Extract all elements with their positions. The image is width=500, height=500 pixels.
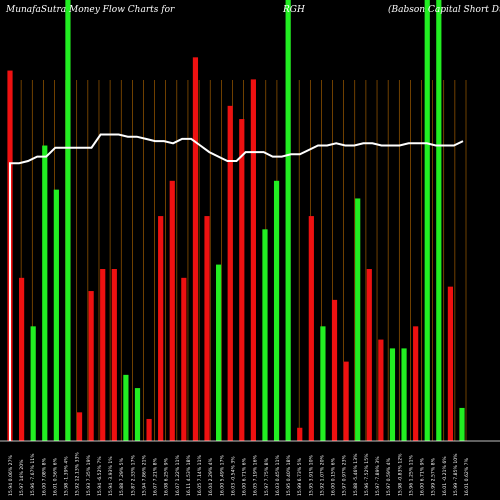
x-tick-label: 16.05 7.14% 11% — [197, 454, 203, 496]
bar — [273, 180, 280, 441]
x-tick-label: 15.99 2.57% 8% — [431, 457, 437, 496]
bar — [389, 348, 396, 441]
bar — [42, 145, 48, 441]
x-tick-label: 15.97 14% 20% — [19, 459, 25, 496]
x-tick-label: 15.97 -7.89% 3% — [375, 456, 381, 496]
bar — [320, 326, 326, 441]
bar — [111, 269, 117, 441]
bar — [331, 299, 338, 441]
bar — [355, 198, 361, 441]
x-tick-label: 15.94 7.86% 21% — [141, 454, 147, 496]
x-tick-label: 15.98 -1.39% 4% — [64, 456, 70, 496]
x-tick-label: 15.97 0.59% 4% — [386, 457, 392, 496]
x-tick-label: 15.88 -5.46% 13% — [353, 453, 359, 496]
bar — [343, 361, 349, 441]
x-tick-label: 15.92 1.07% 20% — [319, 454, 325, 496]
bar — [401, 348, 407, 441]
x-tick-label: 16.03 0.45% 11% — [275, 454, 281, 496]
bar — [65, 0, 71, 441]
x-tick-label: 15.98 -0.83% 12% — [397, 453, 403, 496]
x-tick-label: 16.00 6.71% 9% — [420, 457, 426, 496]
x-tick-label: 16.01 -0.21% 6% — [442, 456, 448, 496]
header-right: (Babson Capital Short Duration — [388, 4, 500, 15]
x-tick-label: 16.00 7.08% 8% — [41, 457, 47, 496]
x-tick-label: 15.99 6.73% 5% — [297, 457, 303, 496]
x-tick-label: 16.01 0.62% 7% — [464, 457, 470, 496]
x-tick-label: 16.00 0.15% 6% — [331, 457, 337, 496]
x-tick-label: 15.96 1.25% 11% — [408, 454, 414, 496]
grid-lines — [9, 80, 467, 441]
bar — [192, 57, 199, 442]
bar — [366, 269, 372, 441]
bar — [459, 407, 465, 441]
bar — [88, 291, 94, 441]
bar — [146, 418, 152, 441]
money-flow-line — [9, 133, 464, 441]
x-tick-label: 16.03 -0.54% 3% — [230, 456, 236, 496]
bar — [18, 277, 25, 441]
x-tick-label: 15.88 7.29% 5% — [119, 457, 125, 496]
bar — [158, 216, 164, 441]
x-tick-labels: 15.94 0.06% 27% 15.97 14% 20% 15.96 -7.67%… — [8, 452, 470, 496]
bar — [285, 0, 291, 441]
x-tick-label: 15.95 0.40% 18% — [286, 454, 292, 496]
bar — [227, 105, 233, 441]
bar — [297, 427, 303, 441]
bar — [53, 189, 59, 441]
bar — [204, 216, 210, 441]
bar — [123, 374, 129, 441]
x-tick-label: 15.94 -6.52% 7% — [97, 456, 103, 496]
x-tick-label: 16.05 7.19% 16% — [253, 454, 259, 496]
x-tick-label: 15.97 7.75% 8% — [264, 457, 270, 496]
bar — [169, 180, 175, 441]
x-tick-label: 16.11 4.53% 18% — [186, 454, 192, 496]
x-tick-label: 16.08 6.25% 9% — [164, 457, 170, 496]
x-tick-label: 15.96 -7.67% 11% — [30, 453, 36, 496]
bars — [7, 0, 465, 442]
x-tick-label: 15.87 2.33% 17% — [130, 454, 136, 496]
x-tick-label: 15.96 -7.52% 15% — [364, 453, 370, 496]
x-tick-label: 16.07 7.21% 8% — [153, 457, 159, 496]
x-tick-label: 15.92 12.13% 33% — [75, 452, 81, 496]
bar — [134, 388, 141, 441]
bar — [216, 264, 222, 441]
x-tick-label: 15.95 3.91% 10% — [308, 454, 314, 496]
x-tick-label: 15.94 -3.93% 1% — [108, 456, 114, 496]
x-tick-label: 15.97 0.97% 23% — [342, 454, 348, 496]
bar — [250, 79, 256, 441]
bar — [100, 269, 106, 441]
x-tick-label: 16.00 6.71% 6% — [242, 457, 248, 496]
bar — [30, 326, 36, 441]
x-tick-label: 15.99 -7.85% 10% — [453, 453, 459, 496]
bar — [378, 339, 384, 441]
x-tick-label: 15.93 7.35% 19% — [86, 454, 92, 496]
header-left: MunafaSutra Money Flow Charts for — [5, 5, 175, 15]
x-tick-label: 15.94 0.06% 27% — [8, 454, 14, 496]
bar — [308, 216, 314, 441]
bar — [239, 119, 245, 441]
bar — [424, 0, 430, 441]
x-tick-label: 16.07 1.22% 11% — [175, 454, 181, 496]
bar — [413, 326, 419, 441]
bar — [436, 0, 442, 441]
x-tick-label: 16.00 5.49% 17% — [219, 454, 225, 496]
x-tick-label: 16.01 0.56% 6% — [52, 457, 58, 496]
bar — [447, 286, 454, 441]
x-tick-label: 16.04 2.29% 4% — [208, 457, 214, 496]
bar — [181, 277, 187, 441]
bar — [76, 412, 83, 441]
header-center: RGH — [282, 5, 305, 15]
bar — [262, 229, 268, 441]
